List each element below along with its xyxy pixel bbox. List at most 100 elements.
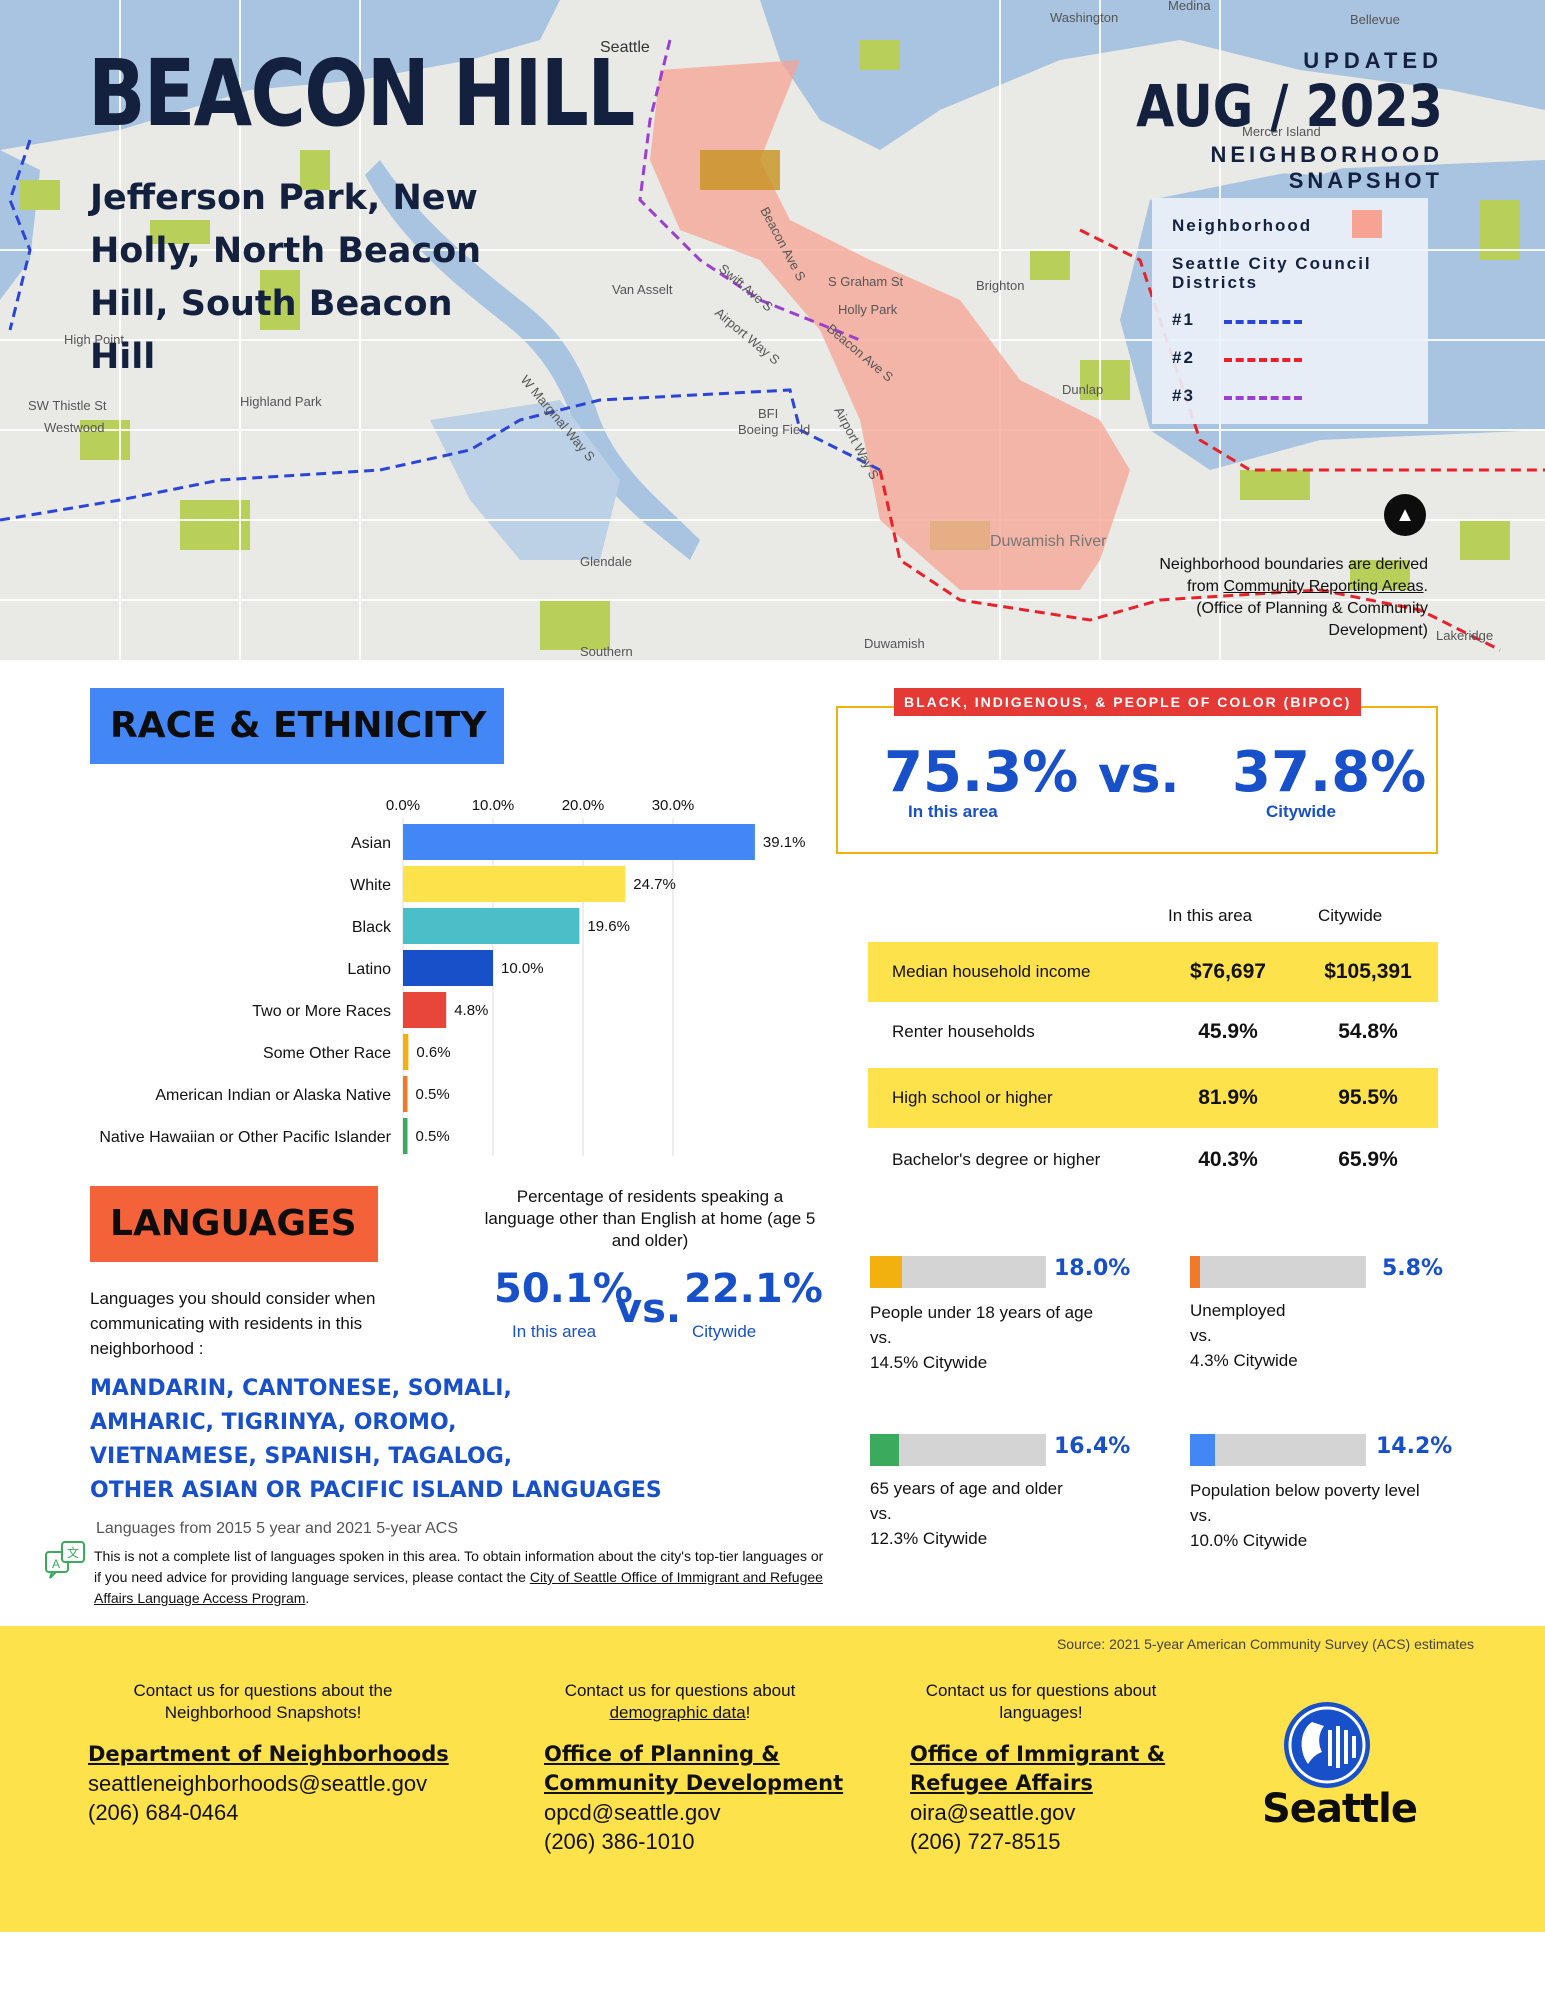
legend-neighborhood-swatch	[1352, 210, 1382, 238]
contact-opcd: Contact us for questions about demographi…	[544, 1680, 864, 1856]
stat-bar	[870, 1256, 1046, 1288]
x-tick-label: 30.0%	[652, 797, 695, 814]
map-label-southern: Southern	[580, 644, 633, 659]
row-city-value: 65.9%	[1338, 1148, 1398, 1171]
map-note-line3: (Office of Planning & Community	[1196, 600, 1428, 617]
community-reporting-areas-link[interactable]: Community Reporting Areas	[1223, 578, 1424, 595]
stat-bar	[1190, 1434, 1366, 1466]
snapshot-label-2: SNAPSHOT	[1288, 168, 1443, 193]
language-access-program-link[interactable]: City of Seattle Office of Immigrant and …	[94, 1569, 823, 1606]
stat-pct: 18.0%	[1054, 1256, 1131, 1281]
map-label-lakeridge: Lakeridge	[1436, 628, 1493, 643]
contact-question: Contact us for questions about	[564, 1681, 796, 1700]
contact-email[interactable]: seattleneighborhoods@seattle.gov	[88, 1771, 428, 1796]
language-item: OTHER ASIAN OR PACIFIC ISLAND LANGUAGES	[90, 1478, 662, 1503]
race-value-label: 10.0%	[501, 960, 544, 977]
table-row: Median household income $76,697 $105,391	[868, 942, 1438, 1002]
stat-bar-fill	[1190, 1256, 1200, 1288]
contact-oira: Contact us for questions about languages…	[910, 1680, 1230, 1856]
row-area-value: 45.9%	[1198, 1020, 1258, 1043]
svg-text:文: 文	[67, 1545, 79, 1560]
row-city-value: 95.5%	[1338, 1086, 1398, 1109]
contact-org-link-2[interactable]: Community Development	[544, 1771, 844, 1795]
stat-bar-fill	[870, 1256, 902, 1288]
stat-city: 4.3% Citywide	[1190, 1351, 1298, 1370]
map-label-highland-park: Highland Park	[240, 394, 322, 409]
contact-org-link[interactable]: Office of Immigrant &	[910, 1742, 1166, 1766]
race-category-label: Some Other Race	[263, 1045, 391, 1062]
stat-pct: 16.4%	[1054, 1434, 1131, 1459]
contact-neighborhoods: Contact us for questions about the Neigh…	[88, 1680, 468, 1827]
race-category-label: Two or More Races	[252, 1003, 391, 1020]
neighborhood-map: Seattle Duwamish River Glendale BFI Boei…	[0, 0, 1545, 660]
x-tick-label: 20.0%	[562, 797, 605, 814]
map-label-thistle: SW Thistle St	[28, 398, 107, 413]
contact-org-link-2[interactable]: Refugee Affairs	[910, 1771, 1093, 1795]
legend-d1-line	[1224, 320, 1302, 324]
stat-bar-fill	[870, 1434, 899, 1466]
stat-bar-fill	[1190, 1434, 1215, 1466]
legend-districts-title: Seattle City Council Districts	[1172, 254, 1372, 292]
map-label-bfi: BFI	[758, 406, 778, 421]
contact-phone: (206) 684-0464	[88, 1800, 239, 1825]
table-row: Bachelor's degree or higher 40.3% 65.9%	[868, 1130, 1438, 1190]
legend-d3-label: #3	[1172, 386, 1195, 405]
contact-phone: (206) 386-1010	[544, 1829, 695, 1854]
map-label-boeing-field: Boeing Field	[738, 422, 810, 437]
map-note-line1: Neighborhood boundaries are derived	[1159, 556, 1428, 573]
stat-vs: vs.	[1190, 1326, 1212, 1345]
row-city-value: 54.8%	[1338, 1020, 1398, 1043]
demographic-data-link[interactable]: demographic data	[609, 1703, 746, 1722]
race-category-label: Black	[352, 919, 392, 936]
race-category-label: White	[350, 877, 391, 894]
contact-org-link[interactable]: Department of Neighborhoods	[88, 1742, 449, 1766]
race-category-label: Native Hawaiian or Other Pacific Islande…	[99, 1129, 391, 1146]
contact-question: Contact us for questions about the Neigh…	[133, 1681, 393, 1722]
race-bar	[403, 1076, 408, 1112]
legend-neighborhood-label: Neighborhood	[1172, 216, 1313, 235]
race-bar	[403, 866, 626, 902]
x-tick-label: 0.0%	[386, 797, 420, 814]
bipoc-area-value: 75.3%	[884, 740, 1079, 805]
row-label: Renter households	[892, 1022, 1035, 1041]
stat-bar	[870, 1434, 1046, 1466]
race-value-label: 19.6%	[587, 918, 630, 935]
race-bar	[403, 908, 580, 944]
languages-intro: Languages you should consider when commu…	[90, 1289, 376, 1358]
map-label-glendale: Glendale	[580, 554, 632, 569]
footer	[0, 1626, 1545, 1932]
contact-email[interactable]: oira@seattle.gov	[910, 1800, 1076, 1825]
languages-city-value: 22.1%	[684, 1266, 823, 1312]
language-item: VIETNAMESE, SPANISH, TAGALOG,	[90, 1444, 513, 1469]
contact-phone: (206) 727-8515	[910, 1829, 1061, 1854]
race-value-label: 0.5%	[416, 1128, 450, 1145]
race-bar	[403, 1118, 408, 1154]
race-bar	[403, 824, 755, 860]
languages-list: MANDARIN, CANTONESE, SOMALI, AMHARIC, TI…	[90, 1372, 710, 1508]
languages-vs: vs.	[616, 1286, 682, 1332]
contact-question: Contact us for questions about languages…	[925, 1681, 1157, 1722]
table-row: Renter households 45.9% 54.8%	[868, 1002, 1438, 1062]
table-col-area: In this area	[1168, 906, 1253, 925]
map-label-high-point: High Point	[64, 332, 124, 347]
race-category-label: Asian	[351, 835, 391, 852]
race-category-label: American Indian or Alaska Native	[155, 1087, 391, 1104]
updated-label: UPDATED	[1303, 48, 1443, 73]
contact-org-link[interactable]: Office of Planning &	[544, 1742, 780, 1766]
race-heading: RACE & ETHNICITY	[90, 688, 504, 764]
race-value-label: 39.1%	[763, 834, 806, 851]
map-label-bellevue: Bellevue	[1350, 12, 1400, 27]
map-note-from: from	[1187, 578, 1224, 595]
contact-email[interactable]: opcd@seattle.gov	[544, 1800, 721, 1825]
row-city-value: $105,391	[1324, 960, 1412, 983]
bipoc-city-value: 37.8%	[1232, 740, 1427, 805]
languages-pct-title: Percentage of residents speaking a langu…	[484, 1187, 816, 1250]
stat-city: 12.3% Citywide	[870, 1529, 988, 1548]
languages-note-end: .	[305, 1590, 310, 1606]
map-label-dunlap: Dunlap	[1062, 382, 1103, 397]
bipoc-vs: vs.	[1098, 746, 1180, 804]
row-label: Bachelor's degree or higher	[892, 1150, 1101, 1169]
bipoc-city-label: Citywide	[1266, 802, 1336, 821]
page-subtitle: Jefferson Park, New Holly, North Beacon …	[90, 178, 482, 377]
map-legend: Neighborhood Seattle City Council Distri…	[1152, 198, 1428, 424]
